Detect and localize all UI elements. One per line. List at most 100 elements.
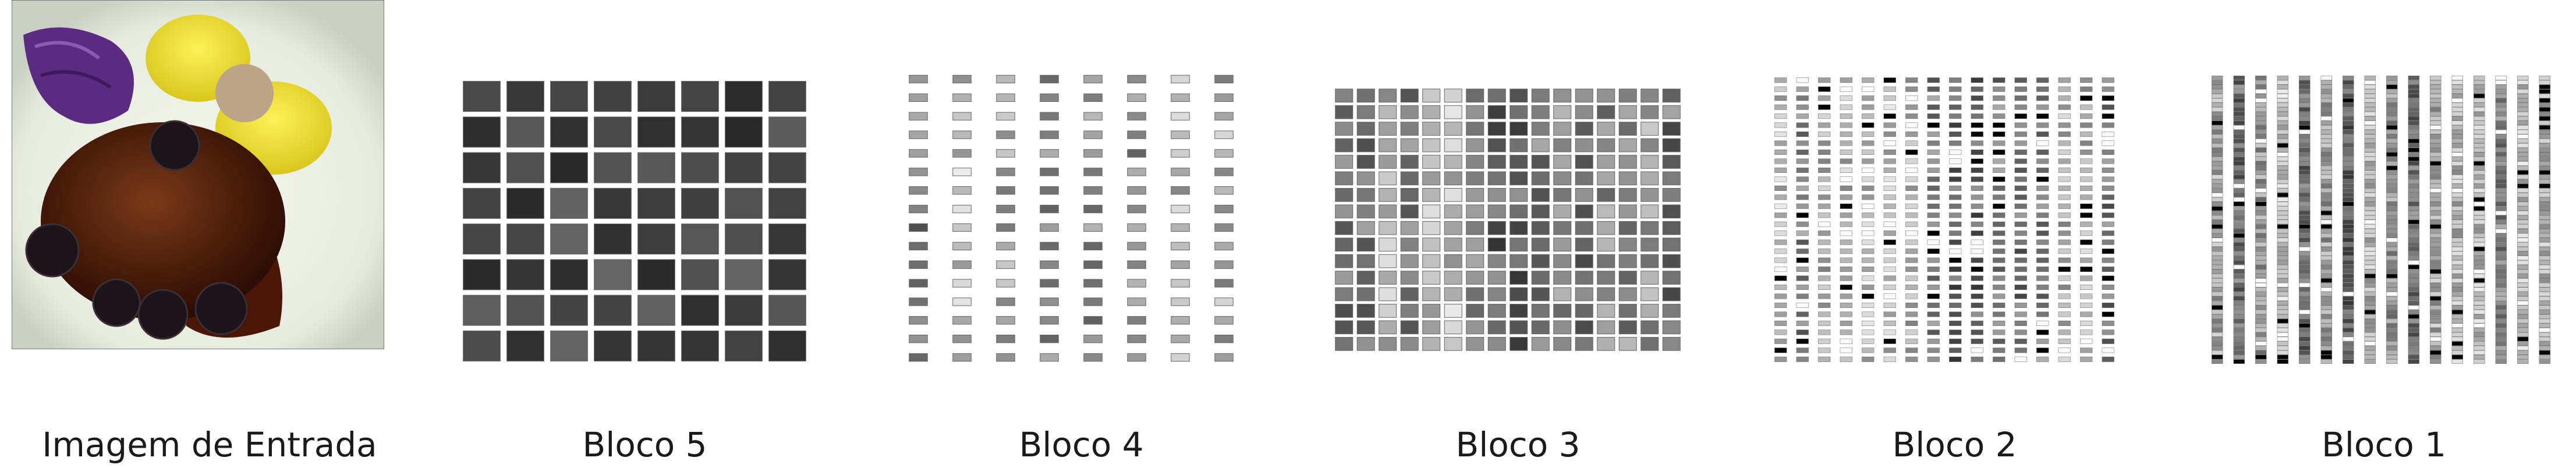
feature-map-tile [1818, 275, 1831, 281]
feature-map-tile [1774, 95, 1787, 101]
feature-map-tile [1796, 249, 1809, 254]
feature-map-tile [2343, 300, 2354, 306]
feature-map-tile [2408, 143, 2419, 148]
feature-map-tile [2320, 152, 2332, 157]
feature-map-tile [1883, 176, 1896, 182]
feature-map-tile [1993, 285, 2005, 290]
feature-map-tile [2277, 264, 2288, 270]
feature-map-tile [2386, 296, 2398, 301]
feature-map-tile [1379, 138, 1397, 153]
feature-map-tile [1400, 237, 1419, 252]
feature-map-tile [2102, 311, 2114, 317]
feature-map-tile [2364, 193, 2376, 197]
feature-map-tile [2364, 341, 2376, 346]
feature-map-tile [1840, 257, 1852, 263]
feature-map-tile [2451, 305, 2463, 310]
feature-map-tile [1971, 356, 1983, 362]
feature-map-tile [2080, 231, 2093, 236]
feature-map-tile [1379, 105, 1397, 119]
feature-map-tile [1905, 257, 1918, 263]
feature-map-tile [550, 81, 588, 112]
feature-map-tile [1774, 329, 1787, 335]
feature-map-tile [1597, 122, 1615, 136]
feature-map-tile [2474, 157, 2485, 161]
feature-map-tile [1796, 122, 1809, 128]
feature-map-tile [2255, 251, 2267, 256]
feature-map-tile [2233, 179, 2245, 184]
feature-map-tile [1905, 122, 1918, 128]
feature-map-tile [2408, 346, 2419, 350]
feature-map-tile [1862, 140, 1875, 146]
feature-map-tile [2058, 203, 2071, 209]
feature-map-tile [1840, 194, 1852, 200]
feature-map-tile [2495, 246, 2507, 251]
feature-map-tile [2255, 323, 2267, 328]
feature-map-tile [1553, 221, 1572, 235]
feature-map-tile [2539, 278, 2550, 283]
feature-map-tile [1510, 271, 1528, 285]
feature-map-tile [2474, 188, 2485, 193]
feature-map-tile [2430, 292, 2442, 296]
feature-map-tile [1214, 75, 1234, 84]
feature-map-tile [2386, 116, 2398, 121]
feature-map-tile [1379, 320, 1397, 335]
feature-map-tile [2255, 143, 2267, 148]
feature-map-tile [2343, 161, 2354, 166]
feature-map-tile [952, 260, 972, 269]
feature-map-tile [2495, 359, 2507, 364]
feature-map-tile [2233, 125, 2245, 130]
feature-map-tile [2036, 267, 2049, 272]
feature-map-tile [2320, 76, 2332, 80]
feature-map-tile [768, 259, 806, 290]
feature-map-tile [2539, 274, 2550, 278]
feature-map-tile [2277, 179, 2288, 184]
feature-map-tile [1171, 353, 1190, 362]
feature-map-tile [1883, 267, 1896, 272]
feature-map-tile [1575, 155, 1593, 169]
feature-map-tile [2430, 278, 2442, 283]
feature-map-tile [1335, 122, 1353, 136]
feature-map-tile [2080, 302, 2093, 308]
feature-map-tile [1993, 132, 2005, 137]
feature-map-tile [594, 81, 632, 112]
feature-map-tile [2451, 179, 2463, 184]
feature-map-tile [2080, 257, 2093, 263]
feature-map-tile [2408, 165, 2419, 171]
feature-map-tile [909, 279, 928, 288]
feature-map-tile [2014, 122, 2027, 128]
feature-map-tile [2430, 201, 2442, 207]
feature-map-tile [2386, 165, 2398, 171]
feature-map-tile [2430, 242, 2442, 247]
feature-map-tile [2212, 188, 2223, 193]
feature-map-tile [2364, 111, 2376, 116]
feature-map-tile [2408, 229, 2419, 233]
feature-map-tile [2343, 84, 2354, 90]
feature-map-tile [1379, 287, 1397, 302]
feature-map-tile [2451, 296, 2463, 301]
feature-map-tile [2408, 188, 2419, 193]
feature-map-tile [2430, 147, 2442, 153]
feature-map-tile [2451, 107, 2463, 112]
feature-map-tile [1796, 132, 1809, 137]
feature-map-tile [2212, 305, 2223, 310]
feature-map-tile [1971, 194, 1983, 200]
feature-map-tile [2212, 94, 2223, 98]
feature-map-tile [1640, 122, 1659, 136]
feature-map-tile [2233, 310, 2245, 314]
feature-map-tile [2233, 134, 2245, 139]
feature-map-tile [2408, 125, 2419, 130]
feature-map-tile [2277, 80, 2288, 85]
feature-map-tile [2080, 176, 2093, 182]
feature-map-tile [2212, 161, 2223, 166]
feature-map-tile [2408, 274, 2419, 278]
feature-map-tile [2080, 212, 2093, 218]
feature-map-tile [2014, 158, 2027, 164]
feature-map-tile [1444, 88, 1462, 103]
feature-map-tile [1400, 320, 1419, 335]
feature-map-tile [2058, 302, 2071, 308]
feature-map-tile [2364, 332, 2376, 337]
feature-map-tile [2277, 129, 2288, 134]
feature-map-tile [2430, 139, 2442, 143]
feature-map-tile [2451, 354, 2463, 360]
feature-map-tile [2408, 260, 2419, 265]
